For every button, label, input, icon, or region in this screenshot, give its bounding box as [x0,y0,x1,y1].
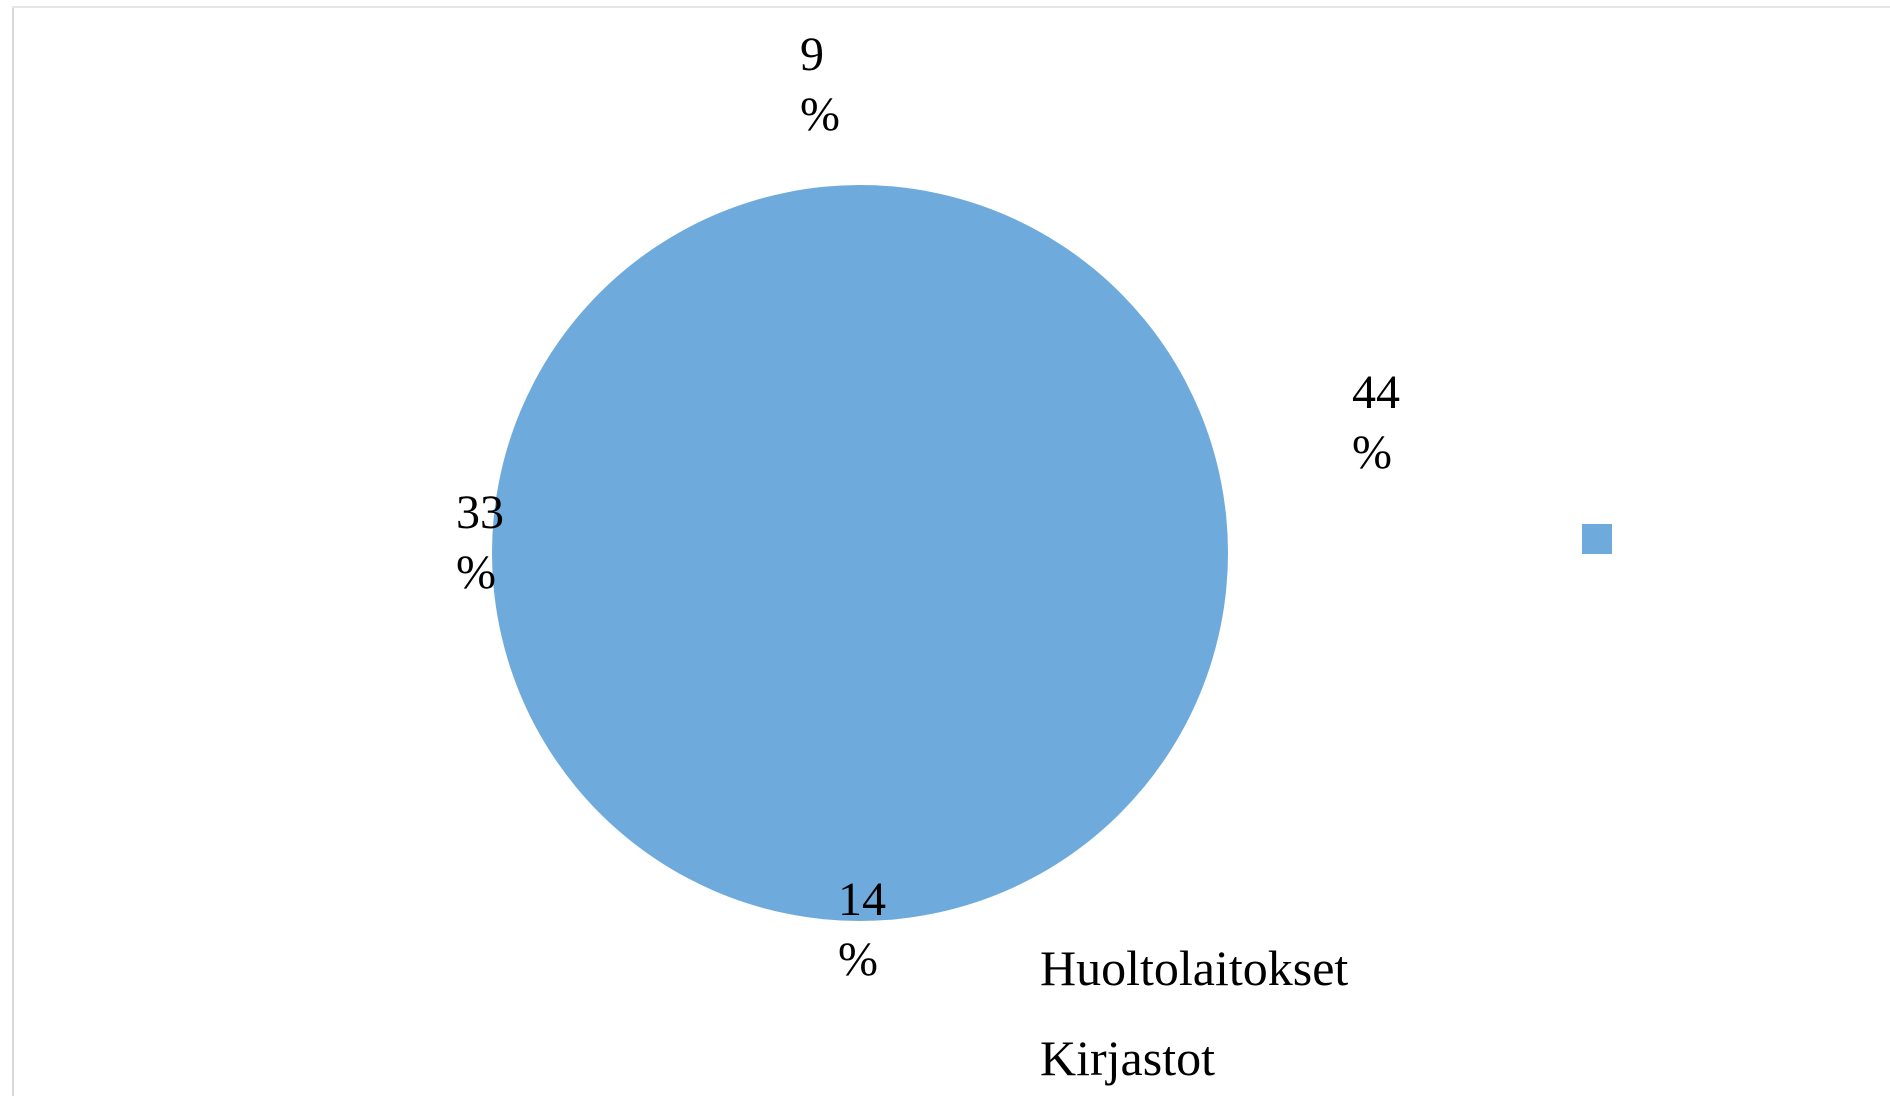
slice-label-value-2: 14 [838,873,886,926]
slice-label-unit-2: % [838,933,878,986]
slice-label-value-0: 9 [800,28,824,81]
legend-entry-1: Kirjastot [1040,1030,1215,1086]
legend-entry-0: Huoltolaitokset [1040,940,1349,996]
chart-frame-top-border [12,6,1890,8]
pie-disc [492,185,1228,921]
slice-label-3: 33% [456,486,504,599]
slice-label-value-3: 33 [456,486,504,539]
slice-label-2: 14% [838,873,886,986]
slice-label-0: 9% [800,28,840,141]
slice-label-1: 44% [1352,366,1400,479]
slice-label-unit-1: % [1352,426,1392,479]
legend-marker [1582,524,1612,554]
slice-label-unit-0: % [800,88,840,141]
slice-label-unit-3: % [456,546,496,599]
chart-frame-left-border [12,6,14,1096]
slice-labels: 9 %44 %14 %33% [456,28,1400,986]
slice-label-value-1: 44 [1352,366,1400,419]
